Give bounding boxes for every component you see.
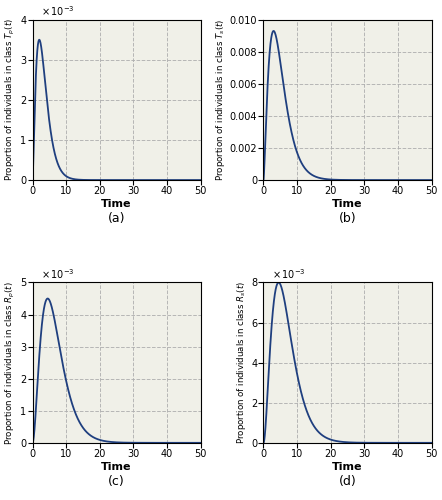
X-axis label: Time: Time xyxy=(332,462,363,472)
Y-axis label: Proportion of individuals in class $T_{s}(t)$: Proportion of individuals in class $T_{s… xyxy=(214,18,227,181)
X-axis label: Time: Time xyxy=(101,199,132,209)
Text: (c): (c) xyxy=(108,475,125,488)
Text: $\times\,10^{-3}$: $\times\,10^{-3}$ xyxy=(41,4,75,18)
Text: $\times\,10^{-3}$: $\times\,10^{-3}$ xyxy=(272,267,306,281)
Text: (d): (d) xyxy=(339,475,356,488)
Text: $\times\,10^{-3}$: $\times\,10^{-3}$ xyxy=(41,267,75,281)
Y-axis label: Proportion of individuals in class $R_{p}(t)$: Proportion of individuals in class $R_{p… xyxy=(4,280,17,444)
X-axis label: Time: Time xyxy=(332,199,363,209)
Y-axis label: Proportion of individuals in class $T_{p}(t)$: Proportion of individuals in class $T_{p… xyxy=(4,18,17,182)
Text: (a): (a) xyxy=(108,212,126,225)
Text: (b): (b) xyxy=(339,212,356,225)
X-axis label: Time: Time xyxy=(101,462,132,472)
Y-axis label: Proportion of individuals in class $R_{s}(t)$: Proportion of individuals in class $R_{s… xyxy=(235,281,248,444)
